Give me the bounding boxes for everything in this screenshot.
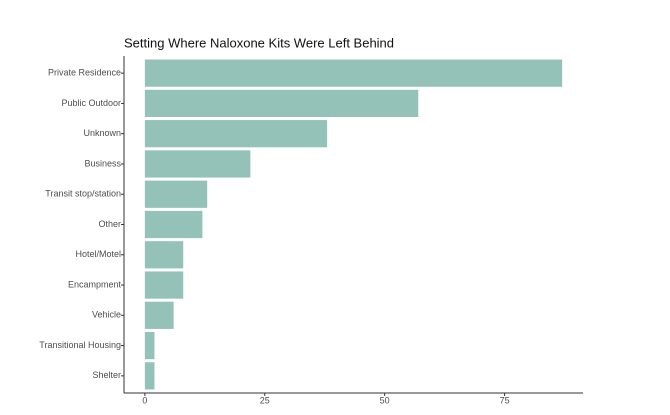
y-tick-label: Other [98, 219, 121, 229]
x-tick-label: 25 [260, 395, 270, 405]
x-tick-label: 0 [142, 395, 147, 405]
bar [144, 362, 155, 390]
y-tick-label: Transit stop/station [45, 189, 121, 199]
bar [144, 210, 203, 239]
bar [144, 150, 251, 178]
y-tick-label: Encampment [68, 279, 122, 289]
x-tick-label: 75 [500, 395, 510, 405]
y-tick-label: Hotel/Motel [75, 249, 121, 259]
chart-title: Setting Where Naloxone Kits Were Left Be… [124, 35, 394, 50]
y-tick-label: Business [84, 158, 121, 168]
y-tick-label: Transitional Housing [39, 340, 121, 350]
y-tick-label: Public Outdoor [61, 98, 121, 108]
bar [144, 301, 174, 329]
bar [144, 271, 184, 299]
y-tick-label: Vehicle [92, 310, 121, 320]
y-tick-label: Private Residence [48, 68, 121, 78]
bar [144, 180, 208, 208]
bar [144, 120, 328, 148]
bar [144, 59, 563, 87]
bar [144, 89, 419, 118]
x-tick-label: 50 [380, 395, 390, 405]
y-tick-label: Unknown [83, 128, 121, 138]
y-tick-label: Shelter [92, 370, 121, 380]
bar [144, 241, 184, 269]
bar [144, 331, 155, 360]
